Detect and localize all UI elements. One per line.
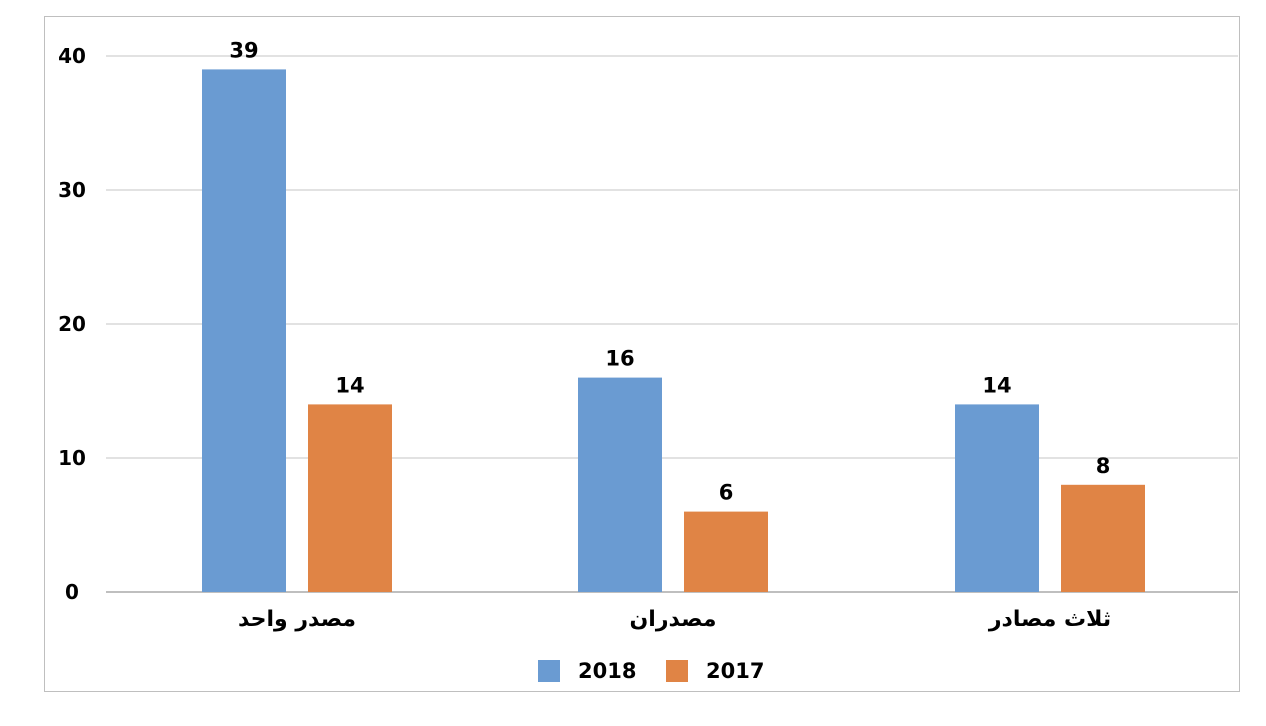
y-tick-label: 40 (58, 44, 86, 68)
category-label: ثلاث مصادر (988, 607, 1111, 632)
bar-2018-3 (955, 404, 1039, 592)
category-label: مصدر واحد (238, 607, 356, 632)
legend-label: 2018 (578, 659, 636, 683)
chart-frame (44, 16, 1240, 692)
y-tick-label: 30 (58, 178, 86, 202)
legend-swatch-2017 (666, 660, 688, 682)
bar-2017-2 (684, 511, 768, 592)
data-label: 39 (229, 38, 258, 62)
data-label: 8 (1096, 454, 1111, 478)
legend-label: 2017 (706, 659, 764, 683)
bar-2017-3 (1061, 484, 1145, 592)
data-label: 6 (719, 481, 734, 505)
y-tick-label: 20 (58, 312, 86, 336)
legend-swatch-2018 (538, 660, 560, 682)
data-label: 16 (605, 347, 634, 371)
bar-2018-1 (202, 69, 286, 592)
y-tick-label: 0 (65, 580, 79, 604)
y-tick-label: 10 (58, 446, 86, 470)
bar-2017-1 (308, 404, 392, 592)
category-label: مصدران (630, 607, 717, 632)
data-label: 14 (982, 373, 1011, 397)
bar-2018-2 (578, 377, 662, 592)
data-label: 14 (335, 373, 364, 397)
